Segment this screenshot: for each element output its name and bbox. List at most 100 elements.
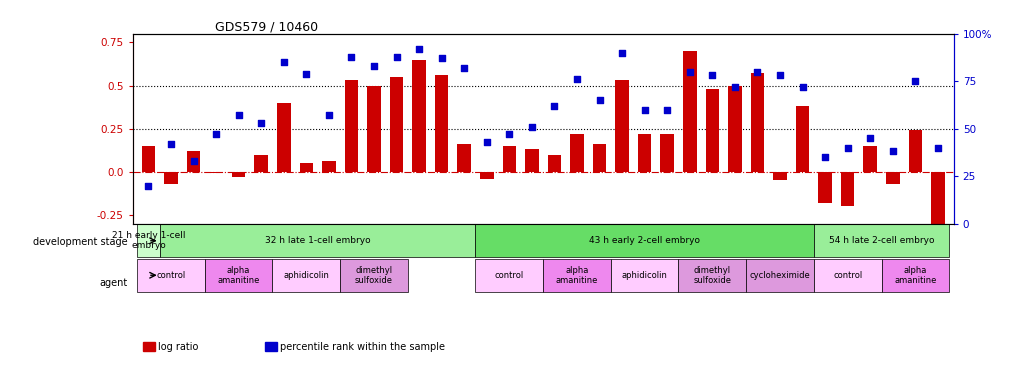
- Point: [163, 141, 179, 147]
- Point: [771, 72, 788, 78]
- Text: dimethyl
sulfoxide: dimethyl sulfoxide: [693, 266, 731, 285]
- Point: [320, 112, 336, 118]
- Bar: [525, 149, 538, 172]
- Bar: [610, 259, 678, 292]
- Text: alpha
amanitine: alpha amanitine: [555, 266, 597, 285]
- Point: [343, 54, 360, 60]
- Point: [298, 70, 314, 76]
- Bar: [434, 75, 448, 172]
- Text: 54 h late 2-cell embryo: 54 h late 2-cell embryo: [828, 236, 933, 245]
- Bar: [930, 172, 944, 224]
- Bar: [205, 259, 272, 292]
- Bar: [254, 154, 268, 172]
- Bar: [637, 134, 651, 172]
- Bar: [542, 259, 610, 292]
- Text: agent: agent: [99, 278, 127, 288]
- Point: [275, 59, 291, 65]
- Text: GDS579 / 10460: GDS579 / 10460: [215, 21, 318, 34]
- Text: log ratio: log ratio: [158, 342, 199, 352]
- Text: percentile rank within the sample: percentile rank within the sample: [280, 342, 445, 352]
- Bar: [142, 146, 155, 172]
- Point: [253, 120, 269, 126]
- Bar: [772, 172, 786, 180]
- Bar: [746, 259, 813, 292]
- Bar: [457, 144, 471, 172]
- Bar: [660, 134, 674, 172]
- Point: [523, 124, 539, 130]
- Bar: [502, 146, 516, 172]
- Bar: [683, 51, 696, 172]
- Text: 32 h late 1-cell embryo: 32 h late 1-cell embryo: [265, 236, 370, 245]
- Bar: [817, 172, 832, 203]
- Bar: [813, 224, 949, 257]
- Bar: [728, 86, 741, 172]
- Point: [185, 158, 202, 164]
- Text: control: control: [833, 271, 861, 280]
- Point: [208, 131, 224, 137]
- Point: [455, 65, 472, 71]
- Bar: [480, 172, 493, 178]
- Bar: [475, 224, 813, 257]
- Point: [478, 139, 494, 145]
- Point: [794, 84, 810, 90]
- Text: alpha
amanitine: alpha amanitine: [894, 266, 935, 285]
- Point: [140, 183, 156, 189]
- Bar: [277, 103, 290, 172]
- Bar: [908, 130, 921, 172]
- Bar: [750, 74, 763, 172]
- Point: [726, 84, 742, 90]
- Bar: [137, 259, 205, 292]
- Text: aphidicolin: aphidicolin: [622, 271, 667, 280]
- Text: aphidicolin: aphidicolin: [283, 271, 329, 280]
- Bar: [137, 224, 160, 257]
- Bar: [705, 89, 718, 172]
- Point: [636, 106, 652, 112]
- Point: [411, 46, 427, 52]
- Point: [388, 54, 405, 60]
- Bar: [322, 161, 335, 172]
- Point: [546, 103, 562, 109]
- Point: [929, 145, 946, 151]
- Bar: [570, 134, 583, 172]
- Bar: [367, 86, 380, 172]
- Bar: [592, 144, 605, 172]
- Point: [883, 148, 900, 154]
- Point: [816, 154, 833, 160]
- Bar: [840, 172, 854, 206]
- Point: [839, 145, 855, 151]
- Text: 43 h early 2-cell embryo: 43 h early 2-cell embryo: [589, 236, 699, 245]
- Bar: [863, 146, 876, 172]
- Bar: [339, 259, 408, 292]
- Point: [703, 72, 719, 78]
- Bar: [475, 259, 542, 292]
- Point: [500, 131, 517, 137]
- Point: [906, 78, 922, 84]
- Text: cycloheximide: cycloheximide: [749, 271, 809, 280]
- Bar: [344, 80, 358, 172]
- Bar: [160, 224, 475, 257]
- Point: [613, 50, 630, 56]
- Point: [861, 135, 877, 141]
- Bar: [389, 77, 403, 172]
- Bar: [547, 154, 560, 172]
- Point: [749, 69, 765, 75]
- Text: development stage: development stage: [33, 237, 127, 247]
- Bar: [813, 259, 880, 292]
- Bar: [272, 259, 339, 292]
- Text: dimethyl
sulfoxide: dimethyl sulfoxide: [355, 266, 392, 285]
- Point: [230, 112, 247, 118]
- Bar: [412, 60, 426, 172]
- Bar: [795, 106, 808, 172]
- Point: [681, 69, 697, 75]
- Bar: [164, 172, 177, 184]
- Point: [433, 56, 449, 62]
- Bar: [880, 259, 949, 292]
- Point: [569, 76, 585, 82]
- Bar: [186, 151, 200, 172]
- Bar: [209, 172, 222, 174]
- Bar: [678, 259, 746, 292]
- Bar: [300, 163, 313, 172]
- Bar: [886, 172, 899, 184]
- Point: [591, 97, 607, 103]
- Text: control: control: [156, 271, 185, 280]
